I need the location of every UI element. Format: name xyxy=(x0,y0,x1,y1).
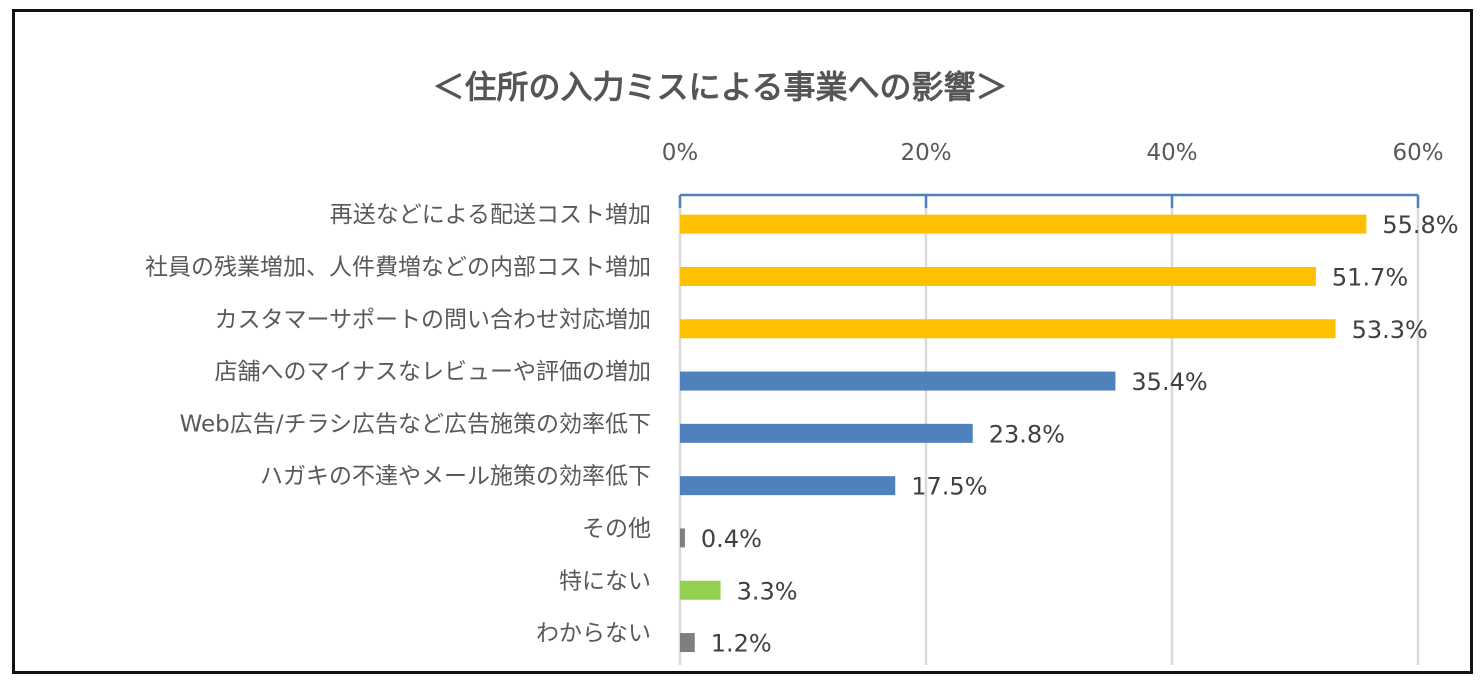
bar-chart: ＜住所の入力ミスによる事業への影響＞ 0% 20% 40% 60% 再送などによる配送… xyxy=(145,68,1459,665)
chart-title: ＜住所の入力ミスによる事業への影響＞ xyxy=(432,68,1007,106)
category-label: その他 xyxy=(582,516,651,542)
category-label: 社員の残業増加、人件費増などの内部コスト増加 xyxy=(145,254,651,280)
bar xyxy=(680,423,973,443)
bar xyxy=(680,371,1116,391)
chart-frame: ＜住所の入力ミスによる事業への影響＞ 0% 20% 40% 60% 再送などによる配送… xyxy=(12,9,1473,674)
category-label: ハガキの不達やメール施策の効率低下 xyxy=(260,464,651,490)
value-labels: 55.8% 51.7% 53.3% 35.4% 23.8%17.5% 0.4% 3.3% 1.… xyxy=(701,211,1459,657)
category-label: 再送などによる配送コスト増加 xyxy=(330,202,651,228)
x-axis: 0% 20% 40% 60% xyxy=(662,140,1444,208)
data-label: 51.7% xyxy=(1332,263,1408,291)
bar xyxy=(680,266,1316,286)
data-label: 0.4% xyxy=(701,525,762,553)
bar xyxy=(680,214,1367,234)
bars xyxy=(680,214,1367,653)
data-label: 17.5% xyxy=(911,473,987,501)
bar xyxy=(680,580,721,600)
category-label: わからない xyxy=(536,621,651,647)
data-label: 23.8% xyxy=(989,420,1065,448)
category-label: カスタマーサポートの問い合わせ対応増加 xyxy=(214,307,651,333)
data-label: 55.8% xyxy=(1382,211,1458,239)
bar xyxy=(680,476,896,496)
bar xyxy=(680,633,695,653)
category-labels: 再送などによる配送コスト増加社員の残業増加、人件費増などの内部コスト増加カスタマ… xyxy=(145,202,651,646)
data-label: 35.4% xyxy=(1131,368,1207,396)
bar xyxy=(680,319,1336,339)
bar xyxy=(680,528,685,548)
tick-label: 40% xyxy=(1146,140,1197,166)
data-label: 3.3% xyxy=(737,577,798,605)
tick-label: 60% xyxy=(1392,140,1443,166)
data-label: 1.2% xyxy=(711,630,772,658)
data-label: 53.3% xyxy=(1352,316,1428,344)
tick-label: 20% xyxy=(900,140,951,166)
tick-label: 0% xyxy=(662,140,699,166)
category-label: 特にない xyxy=(559,568,651,594)
category-label: Web広告/チラシ広告など広告施策の効率低下 xyxy=(180,411,651,437)
category-label: 店舗へのマイナスなレビューや評価の増加 xyxy=(214,359,651,385)
